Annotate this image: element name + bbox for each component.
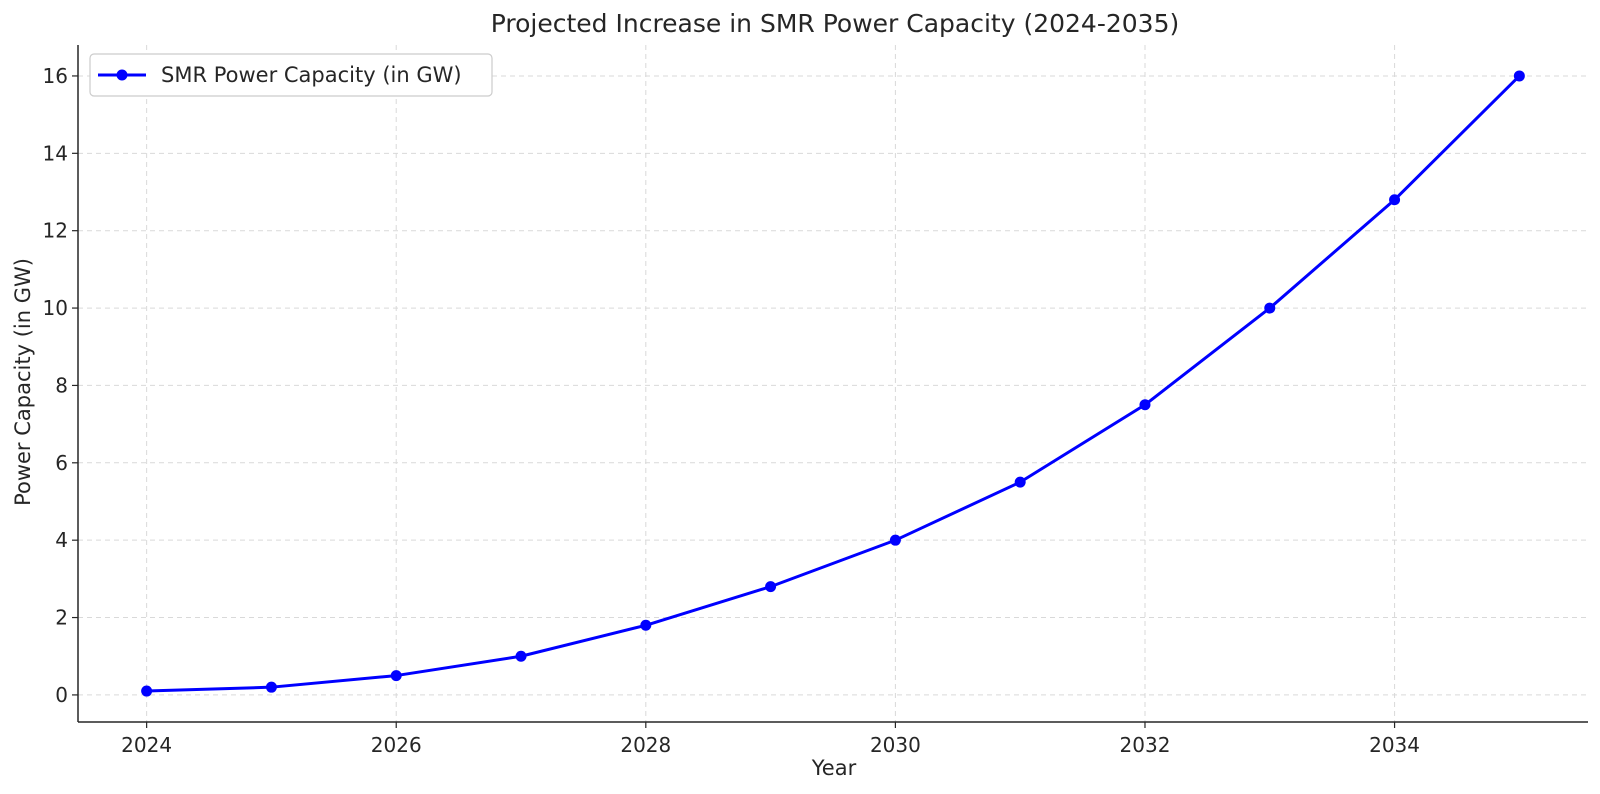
data-point xyxy=(265,681,277,693)
series-layer xyxy=(141,70,1525,697)
y-tick-label: 10 xyxy=(43,296,68,320)
data-point xyxy=(1513,70,1525,82)
data-point xyxy=(1014,476,1026,488)
y-tick-label: 6 xyxy=(55,451,68,475)
y-tick-label: 8 xyxy=(55,373,68,397)
data-point xyxy=(765,581,777,593)
data-point xyxy=(141,685,153,697)
data-point xyxy=(515,650,527,662)
x-tick-label: 2034 xyxy=(1369,733,1420,757)
x-axis-ticks: 2024 2026 2028 2030 2032 2034 xyxy=(121,722,1420,757)
series-line xyxy=(145,74,1521,693)
legend-label: SMR Power Capacity (in GW) xyxy=(161,63,462,87)
data-point xyxy=(1389,194,1401,206)
data-point xyxy=(390,670,402,682)
chart-title: Projected Increase in SMR Power Capacity… xyxy=(491,9,1179,38)
y-tick-label: 0 xyxy=(55,683,68,707)
y-tick-label: 4 xyxy=(55,528,68,552)
y-tick-label: 2 xyxy=(55,606,68,630)
legend: SMR Power Capacity (in GW) xyxy=(89,53,493,97)
y-axis-label: Power Capacity (in GW) xyxy=(11,258,35,506)
x-axis-label: Year xyxy=(811,756,857,780)
x-tick-label: 2028 xyxy=(620,733,671,757)
x-tick-label: 2030 xyxy=(870,733,921,757)
grid-lines xyxy=(78,45,1588,722)
x-tick-label: 2026 xyxy=(371,733,422,757)
data-point xyxy=(640,619,652,631)
x-tick-label: 2032 xyxy=(1120,733,1171,757)
data-point xyxy=(1139,399,1151,411)
axes-spines xyxy=(77,45,1588,723)
data-point xyxy=(1264,302,1276,314)
legend-marker-swatch xyxy=(116,69,128,81)
y-tick-label: 14 xyxy=(43,141,68,165)
y-tick-label: 16 xyxy=(43,64,68,88)
data-point xyxy=(889,534,901,546)
legend-box xyxy=(89,53,493,97)
x-tick-label: 2024 xyxy=(121,733,172,757)
y-axis-ticks: 0 2 4 6 8 10 12 14 16 xyxy=(43,64,78,707)
y-tick-label: 12 xyxy=(43,219,68,243)
